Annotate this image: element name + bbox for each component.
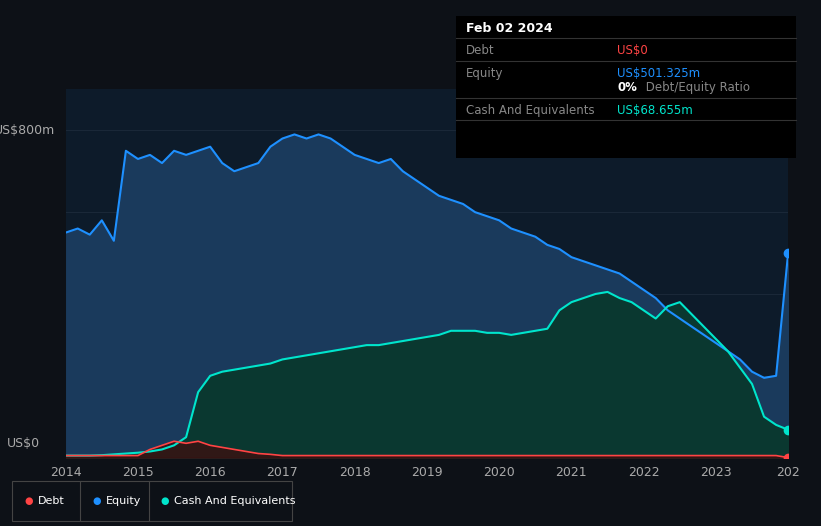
Text: US$0: US$0 [7,437,40,450]
Text: Feb 02 2024: Feb 02 2024 [466,22,553,35]
Text: Equity: Equity [106,496,141,506]
Text: US$68.655m: US$68.655m [617,104,693,117]
Text: US$0: US$0 [617,44,648,57]
Text: Debt/Equity Ratio: Debt/Equity Ratio [642,81,750,94]
Text: 0%: 0% [617,81,637,94]
Text: ●: ● [161,496,169,506]
Text: Debt: Debt [38,496,65,506]
Text: Cash And Equivalents: Cash And Equivalents [174,496,296,506]
Text: Cash And Equivalents: Cash And Equivalents [466,104,594,117]
Text: US$501.325m: US$501.325m [617,67,700,80]
Text: Equity: Equity [466,67,503,80]
Text: ●: ● [25,496,33,506]
Text: Debt: Debt [466,44,494,57]
Text: US$800m: US$800m [0,124,55,137]
Text: ●: ● [93,496,101,506]
